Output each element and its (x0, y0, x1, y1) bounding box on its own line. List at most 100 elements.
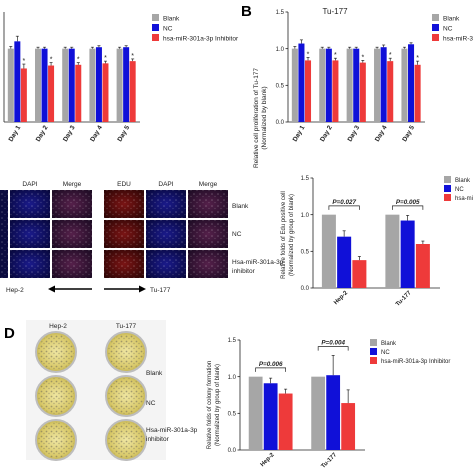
x-tick-label: Day 2 (35, 124, 50, 143)
row-label-inhibitor-1: Hsa-miR-301a-3p (232, 259, 284, 266)
bar-blank-1 (311, 376, 326, 450)
bar-inhibitor-2 (359, 62, 366, 122)
bar-blank-2 (346, 48, 353, 122)
legend-d-nc: NC (381, 350, 390, 356)
legend-b-nc-swatch (432, 24, 439, 31)
hep2-merge-header: Merge (63, 181, 82, 188)
legend-b-nc: NC (443, 26, 453, 33)
hep2-dapi-header: DAPI (22, 181, 37, 188)
bar-inhibitor-0 (304, 60, 312, 122)
bar-inhibitor-1 (48, 65, 55, 122)
bar-nc-0 (14, 41, 21, 123)
p-value-bracket (328, 205, 360, 210)
bar-inhibitor-0 (278, 393, 293, 450)
legend-d-nc-swatch (370, 348, 377, 355)
bar-nc-0 (298, 43, 305, 122)
legend-b-inhibitor-swatch (432, 34, 439, 41)
bar-blank-4 (116, 48, 123, 122)
p-value-label: P=0.004 (321, 340, 345, 347)
legend-a-blank: Blank (163, 16, 180, 23)
p-value-bracket (392, 205, 424, 210)
legend-c-blank-swatch (444, 176, 451, 183)
p-value-label: P=0.006 (259, 361, 283, 368)
legend-a-nc-swatch (152, 24, 159, 31)
tu177-edu-header: EDU (117, 181, 131, 188)
row-label-blank: Blank (232, 203, 249, 210)
y-tick-label: 1.5 (228, 338, 237, 344)
chart-c-ylabel-1: Relative folds of Edu positive cell (281, 191, 287, 279)
panel-d-letter: D (4, 325, 15, 342)
y-tick-label: 1.0 (228, 375, 237, 381)
bar-nc-3 (95, 47, 102, 123)
legend-d-blank-swatch (370, 339, 377, 346)
x-tick-label: Day 4 (89, 124, 104, 143)
bar-blank-3 (89, 48, 96, 122)
x-tick-label: Day 1 (292, 124, 307, 143)
bar-nc-0 (337, 236, 352, 288)
legend-c-inhibitor-swatch (444, 194, 451, 201)
chart-b-ylabel-2: (Normalized by blank) (261, 86, 268, 149)
y-tick-label: 1.0 (276, 47, 285, 53)
plate-tu177-nc (105, 375, 147, 417)
bar-blank-1 (35, 48, 42, 122)
x-tick-label: Day 2 (319, 124, 334, 143)
significance-star: * (77, 57, 80, 64)
edu-microscopy: DAPI Merge Hep-2 EDU DAPI Merge Tu-177 B… (0, 181, 284, 294)
bar-nc-1 (400, 220, 415, 288)
plate-row-inhibitor-2: inhibitor (146, 436, 170, 443)
bar-blank-1 (319, 48, 326, 122)
legend-d-blank: Blank (381, 341, 397, 347)
chart-d: 0.0 0.5 1.0 1.5 Hep-2 P=0.006 Tu-177 P=0.004 (228, 338, 365, 470)
legend-d-inhibitor: hsa-miR-301a-3p Inhibitor (381, 359, 450, 365)
bar-nc-2 (68, 48, 75, 122)
x-tick-label: Day 4 (374, 124, 389, 143)
bar-blank-0 (7, 48, 14, 122)
plate-label-hep2: Hep-2 (49, 323, 67, 330)
bar-inhibitor-3 (387, 61, 394, 122)
y-tick-label: 1.0 (301, 213, 310, 219)
legend-c: Blank NC hsa-mi (444, 176, 473, 202)
bar-blank-0 (248, 376, 263, 450)
bar-blank-4 (401, 48, 408, 122)
x-tick-label: Day 3 (62, 124, 77, 143)
plate-hep2-inhibitor (35, 419, 77, 461)
legend-a-inhibitor: hsa-miR-301a-3p Inhibitor (163, 36, 239, 43)
significance-star: * (307, 51, 310, 58)
significance-star: * (22, 58, 25, 65)
bar-nc-4 (408, 44, 415, 123)
plate-row-inhibitor-1: Hsa-miR-301a-3p (146, 427, 198, 434)
bar-inhibitor-4 (414, 64, 421, 122)
plate-row-nc: NC (146, 400, 156, 407)
y-tick-label: 0.0 (228, 448, 237, 454)
row-label-nc: NC (232, 231, 242, 238)
bar-inhibitor-1 (341, 403, 356, 450)
chart-b-title: Tu-177 (322, 7, 348, 16)
p-value-bracket (317, 346, 349, 351)
bar-nc-0 (263, 383, 278, 450)
hep2-label: Hep-2 (6, 287, 24, 294)
tu177-dapi-header: DAPI (158, 181, 173, 188)
legend-c-nc: NC (455, 187, 464, 193)
plate-label-tu177: Tu-177 (116, 323, 137, 330)
bar-nc-2 (353, 48, 360, 122)
legend-b-blank: Blank (443, 16, 460, 23)
y-tick-label: 1.5 (276, 10, 285, 16)
chart-b-ylabel-1: Relative cell proliferation of Tu-177 (253, 68, 260, 168)
significance-star: * (104, 55, 107, 62)
arrow-right-icon (104, 285, 146, 293)
significance-star: * (389, 52, 392, 59)
x-tick-label: Day 5 (401, 124, 416, 143)
plate-hep2-nc (35, 375, 77, 417)
bar-nc-3 (380, 47, 387, 123)
y-tick-label: 0.5 (301, 250, 310, 256)
bar-nc-4 (123, 47, 130, 123)
chart-c: 0.0 0.5 1.0 1.5 Hep-2 P=0.027 Tu-177 P=0.005 (301, 176, 440, 308)
legend-b-inhibitor: hsa-miR-3 (443, 36, 473, 43)
x-tick-label: Tu-177 (321, 452, 339, 470)
bar-inhibitor-1 (332, 60, 339, 122)
bar-inhibitor-4 (129, 61, 136, 122)
legend-a-blank-swatch (152, 14, 159, 21)
tu177-merge-header: Merge (199, 181, 218, 188)
bar-nc-1 (326, 375, 341, 450)
legend-d-inhibitor-swatch (370, 357, 377, 364)
